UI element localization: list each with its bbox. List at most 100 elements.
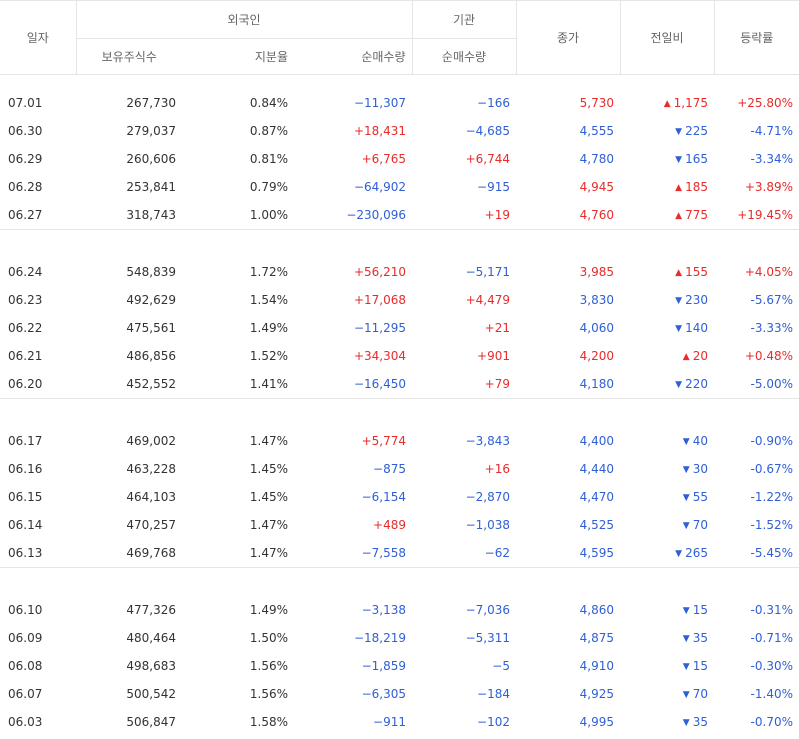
cell-foreign-net: +34,304 bbox=[353, 349, 406, 363]
cell-date: 06.08 bbox=[8, 659, 43, 673]
down-triangle-icon: ▼ bbox=[682, 437, 690, 447]
cell-rate: -3.34% bbox=[750, 152, 793, 166]
group-separator bbox=[0, 229, 799, 258]
group-separator bbox=[0, 75, 799, 90]
cell-ratio: 1.52% bbox=[249, 349, 288, 363]
cell-change-value: 55 bbox=[692, 490, 708, 504]
cell-rate: -4.71% bbox=[750, 124, 793, 138]
cell-change: ▼ 70 bbox=[620, 680, 714, 708]
cell-date: 06.14 bbox=[8, 518, 43, 532]
table-row: 06.08 498,683 1.56% −1,859 −5 4,910 ▼ 15 -0.30% bbox=[0, 652, 799, 680]
cell-inst-net: −102 bbox=[477, 715, 510, 729]
cell-date: 06.22 bbox=[8, 321, 43, 335]
cell-date: 06.15 bbox=[8, 490, 43, 504]
cell-holdings: 469,002 bbox=[126, 434, 176, 448]
header-change: 전일비 bbox=[619, 0, 714, 75]
cell-inst-net: +901 bbox=[477, 349, 510, 363]
cell-close: 4,875 bbox=[579, 631, 614, 645]
cell-change-value: 230 bbox=[685, 293, 708, 307]
cell-date: 06.28 bbox=[8, 180, 43, 194]
cell-close: 4,910 bbox=[579, 659, 614, 673]
cell-holdings: 279,037 bbox=[126, 124, 176, 138]
table-row: 06.20 452,552 1.41% −16,450 +79 4,180 ▼ 220 -5.0… bbox=[0, 370, 799, 399]
cell-foreign-net: −6,154 bbox=[361, 490, 406, 504]
cell-holdings: 498,683 bbox=[126, 659, 176, 673]
cell-ratio: 1.56% bbox=[249, 659, 288, 673]
cell-change: ▼ 225 bbox=[620, 117, 714, 145]
table-row: 06.28 253,841 0.79% −64,902 −915 4,945 ▲ 185 +3.… bbox=[0, 173, 799, 201]
down-triangle-icon: ▼ bbox=[682, 606, 690, 616]
cell-foreign-net: +489 bbox=[373, 518, 406, 532]
header-inst-net: 순매수량 bbox=[411, 38, 516, 75]
table-row: 06.03 506,847 1.58% −911 −102 4,995 ▼ 35 -0.70% bbox=[0, 708, 799, 736]
cell-date: 06.16 bbox=[8, 462, 43, 476]
cell-rate: -5.45% bbox=[750, 546, 793, 560]
header-holdings: 보유주식수 bbox=[75, 38, 182, 75]
cell-change: ▼ 15 bbox=[620, 652, 714, 680]
cell-inst-net: −5,311 bbox=[465, 631, 510, 645]
cell-rate: -0.31% bbox=[750, 603, 793, 617]
cell-holdings: 469,768 bbox=[126, 546, 176, 560]
cell-date: 06.27 bbox=[8, 208, 43, 222]
cell-change-value: 220 bbox=[685, 377, 708, 391]
table-row: 06.22 475,561 1.49% −11,295 +21 4,060 ▼ 140 -3.3… bbox=[0, 314, 799, 342]
cell-change-value: 155 bbox=[685, 265, 708, 279]
table-row: 06.27 318,743 1.00% −230,096 +19 4,760 ▲ 775 +19… bbox=[0, 201, 799, 230]
table-row: 06.14 470,257 1.47% +489 −1,038 4,525 ▼ 70 -1.52… bbox=[0, 511, 799, 539]
cell-foreign-net: +6,765 bbox=[361, 152, 406, 166]
down-triangle-icon: ▼ bbox=[675, 380, 683, 390]
cell-change-value: 185 bbox=[685, 180, 708, 194]
cell-foreign-net: −11,307 bbox=[353, 96, 406, 110]
cell-holdings: 260,606 bbox=[126, 152, 176, 166]
cell-close: 4,945 bbox=[579, 180, 614, 194]
cell-inst-net: −166 bbox=[477, 96, 510, 110]
cell-ratio: 1.45% bbox=[249, 462, 288, 476]
cell-change-value: 15 bbox=[692, 603, 708, 617]
cell-date: 06.17 bbox=[8, 434, 43, 448]
cell-holdings: 267,730 bbox=[126, 96, 176, 110]
cell-date: 06.07 bbox=[8, 687, 43, 701]
cell-close: 4,440 bbox=[579, 462, 614, 476]
cell-ratio: 1.56% bbox=[249, 687, 288, 701]
cell-change-value: 225 bbox=[685, 124, 708, 138]
cell-close: 4,400 bbox=[579, 434, 614, 448]
cell-inst-net: +79 bbox=[484, 377, 510, 391]
down-triangle-icon: ▼ bbox=[675, 549, 683, 559]
cell-ratio: 1.47% bbox=[249, 434, 288, 448]
cell-holdings: 492,629 bbox=[126, 293, 176, 307]
cell-change: ▼ 165 bbox=[620, 145, 714, 173]
table-row: 07.01 267,730 0.84% −11,307 −166 5,730 ▲ 1,175 +… bbox=[0, 89, 799, 117]
cell-date: 06.13 bbox=[8, 546, 43, 560]
cell-foreign-net: −11,295 bbox=[353, 321, 406, 335]
cell-change: ▲ 185 bbox=[620, 173, 714, 201]
cell-rate: -0.67% bbox=[750, 462, 793, 476]
header-date: 일자 bbox=[0, 0, 76, 75]
cell-foreign-net: −3,138 bbox=[361, 603, 406, 617]
table-row: 06.24 548,839 1.72% +56,210 −5,171 3,985 ▲ 155 +… bbox=[0, 258, 799, 286]
cell-ratio: 1.41% bbox=[249, 377, 288, 391]
cell-rate: -1.22% bbox=[750, 490, 793, 504]
cell-foreign-net: −64,902 bbox=[353, 180, 406, 194]
cell-change: ▼ 265 bbox=[620, 539, 714, 568]
table-body: 07.01 267,730 0.84% −11,307 −166 5,730 ▲ 1,175 +… bbox=[0, 75, 799, 737]
table-row: 06.16 463,228 1.45% −875 +16 4,440 ▼ 30 -0.67% bbox=[0, 455, 799, 483]
cell-change: ▼ 70 bbox=[620, 511, 714, 539]
cell-date: 06.23 bbox=[8, 293, 43, 307]
cell-rate: +19.45% bbox=[737, 208, 793, 222]
cell-holdings: 500,542 bbox=[126, 687, 176, 701]
table-row: 06.09 480,464 1.50% −18,219 −5,311 4,875 ▼ 35 -0… bbox=[0, 624, 799, 652]
cell-rate: -0.71% bbox=[750, 631, 793, 645]
cell-inst-net: −1,038 bbox=[465, 518, 510, 532]
cell-inst-net: −915 bbox=[477, 180, 510, 194]
cell-foreign-net: −6,305 bbox=[361, 687, 406, 701]
cell-change-value: 265 bbox=[685, 546, 708, 560]
header-close: 종가 bbox=[515, 0, 620, 75]
cell-change-value: 165 bbox=[685, 152, 708, 166]
cell-change-value: 15 bbox=[692, 659, 708, 673]
cell-rate: +0.48% bbox=[744, 349, 793, 363]
cell-inst-net: +16 bbox=[484, 462, 510, 476]
cell-ratio: 1.58% bbox=[249, 715, 288, 729]
cell-date: 06.21 bbox=[8, 349, 43, 363]
cell-change-value: 40 bbox=[692, 434, 708, 448]
header-foreign: 외국인 bbox=[75, 0, 412, 39]
